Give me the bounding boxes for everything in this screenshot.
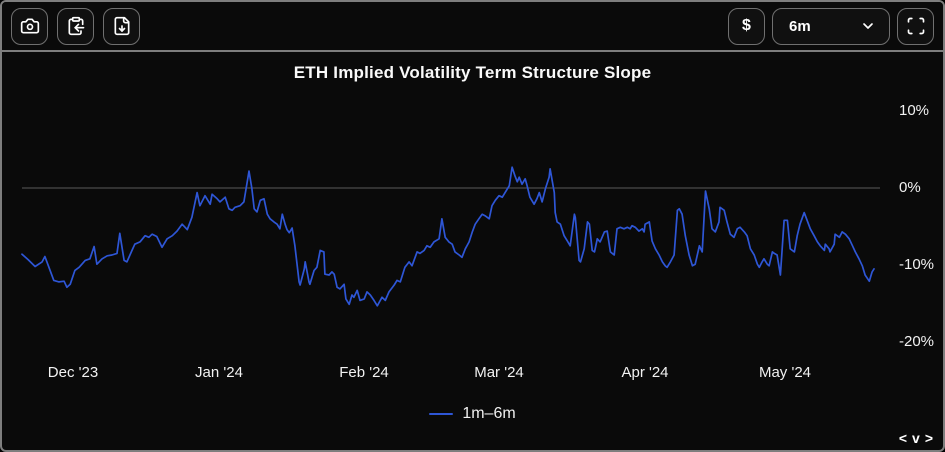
clipboard-copy-icon <box>66 16 86 36</box>
x-axis-tick-label: Jan '24 <box>195 364 243 381</box>
fullscreen-scan-icon <box>906 16 926 36</box>
toolbar: $ 6m <box>2 2 943 52</box>
toolbar-right-group: $ 6m <box>728 7 934 45</box>
y-axis-tick-label: -20% <box>899 333 935 350</box>
camera-icon <box>20 16 40 36</box>
legend-line-swatch <box>429 413 454 415</box>
currency-toggle-button[interactable]: $ <box>728 7 765 45</box>
x-axis-tick-label: May '24 <box>758 364 812 381</box>
x-axis-tick-label: Apr '24 <box>621 364 669 381</box>
legend-item-1m-6m[interactable]: 1m–6m <box>2 405 943 423</box>
download-file-button[interactable] <box>103 7 140 45</box>
pager-next-arrow[interactable]: > <box>924 430 933 446</box>
legend-label: 1m–6m <box>462 405 516 422</box>
tenor-select[interactable]: 6m <box>772 7 890 45</box>
y-axis-tick-label: -10% <box>899 256 935 273</box>
chart-pager: < v > <box>899 431 933 445</box>
y-axis-tick-label: 0% <box>899 179 921 196</box>
x-axis-tick-label: Dec '23 <box>47 364 99 381</box>
pager-prev-arrow[interactable]: < <box>898 430 908 446</box>
copy-to-clipboard-button[interactable] <box>57 7 94 45</box>
chart-title: ETH Implied Volatility Term Structure Sl… <box>293 63 652 82</box>
y-axis-tick-label: 10% <box>899 102 930 119</box>
toolbar-left-group <box>11 7 140 45</box>
x-axis-tick-label: Feb '24 <box>339 364 389 381</box>
chevron-down-icon <box>860 18 876 34</box>
screenshot-button[interactable] <box>11 7 48 45</box>
file-download-icon <box>112 16 132 36</box>
x-axis-tick-label: Mar '24 <box>474 364 524 381</box>
pager-collapse-chevron[interactable]: v <box>912 430 920 446</box>
series-line-1m-6m <box>21 166 875 307</box>
tenor-select-value: 6m <box>789 17 811 35</box>
fullscreen-button[interactable] <box>897 7 934 45</box>
